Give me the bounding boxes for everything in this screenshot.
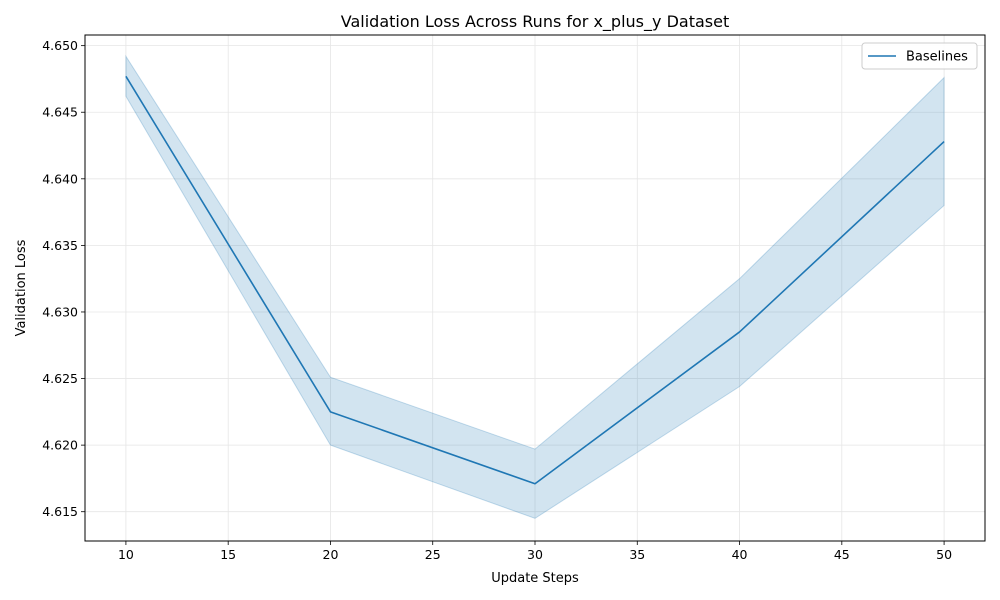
y-tick-label: 4.645 <box>42 105 78 120</box>
series-line-baselines <box>125 75 945 485</box>
y-axis: 4.615 4.620 4.625 4.630 4.635 4.640 4.645 4.650 <box>42 38 85 519</box>
x-tick-label: 10 <box>118 547 134 562</box>
confidence-band-area <box>125 54 945 519</box>
x-tick-label: 35 <box>629 547 645 562</box>
x-tick-label: 15 <box>220 547 236 562</box>
y-tick-label: 4.630 <box>42 304 78 319</box>
x-tick-label: 25 <box>425 547 441 562</box>
series-lines <box>125 75 945 485</box>
x-axis: 10 15 20 25 30 35 40 45 50 <box>118 541 952 562</box>
x-tick-label: 45 <box>834 547 850 562</box>
x-tick-label: 40 <box>732 547 748 562</box>
x-tick-label: 50 <box>936 547 952 562</box>
y-tick-label: 4.620 <box>42 438 78 453</box>
chart-title: Validation Loss Across Runs for x_plus_y… <box>341 12 729 32</box>
legend: Baselines <box>861 42 978 70</box>
y-tick-label: 4.640 <box>42 171 78 186</box>
legend-box <box>861 42 978 70</box>
legend-label: Baselines <box>906 50 968 65</box>
y-tick-label: 4.625 <box>42 371 78 386</box>
y-axis-label: Validation Loss <box>14 239 29 336</box>
x-tick-label: 20 <box>323 547 339 562</box>
confidence-band <box>125 54 945 519</box>
grid <box>85 35 985 541</box>
y-tick-label: 4.635 <box>42 238 78 253</box>
x-axis-label: Update Steps <box>491 571 579 586</box>
x-tick-label: 30 <box>527 547 543 562</box>
y-tick-label: 4.650 <box>42 38 78 53</box>
y-tick-label: 4.615 <box>42 504 78 519</box>
